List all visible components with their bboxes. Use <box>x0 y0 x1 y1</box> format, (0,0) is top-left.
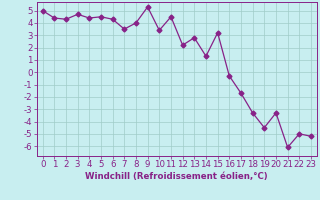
X-axis label: Windchill (Refroidissement éolien,°C): Windchill (Refroidissement éolien,°C) <box>85 172 268 181</box>
